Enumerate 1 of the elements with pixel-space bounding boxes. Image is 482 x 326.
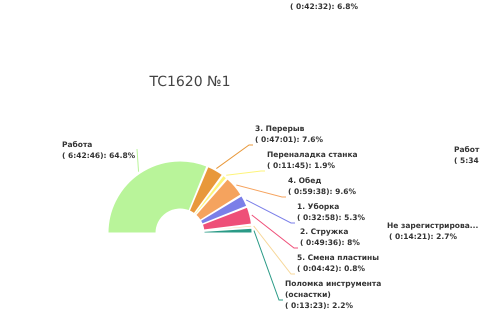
chart-title: TC1620 №1 <box>148 74 232 90</box>
